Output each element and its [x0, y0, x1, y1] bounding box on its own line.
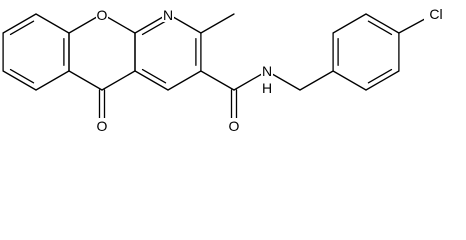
- bond: [365, 70, 400, 91]
- bond: [141, 68, 167, 84]
- atom-label: O: [229, 118, 240, 134]
- bond: [365, 13, 400, 34]
- atom-bg: [96, 6, 108, 22]
- atom-label: Cl: [429, 6, 442, 22]
- atom-bg: [228, 118, 240, 134]
- atom-bg: [424, 6, 444, 22]
- bond: [68, 70, 103, 91]
- bond: [2, 13, 37, 34]
- atom-label: N: [163, 7, 173, 23]
- bond: [200, 70, 235, 91]
- bond: [141, 20, 167, 36]
- bond: [101, 70, 136, 91]
- bond: [332, 13, 367, 34]
- bond: [134, 70, 169, 91]
- atom-label: N: [262, 63, 272, 79]
- atom-bg: [261, 63, 273, 79]
- bond: [167, 70, 202, 91]
- bond: [200, 13, 235, 34]
- atom-bg: [96, 118, 108, 134]
- bond: [35, 70, 70, 91]
- bond: [332, 70, 367, 91]
- atom-label: H: [262, 80, 272, 96]
- atom-label: O: [97, 7, 108, 23]
- page: {"structure": {"atoms": [ {"label": "O"}…: [2, 6, 444, 134]
- bond: [2, 70, 37, 91]
- bond: [9, 68, 35, 84]
- atom-label: O: [97, 118, 108, 134]
- atom-bg: [162, 6, 174, 22]
- bond: [367, 20, 393, 36]
- bond: [35, 13, 70, 34]
- bond: [9, 20, 35, 36]
- bond: [299, 70, 334, 91]
- bond: [367, 68, 393, 84]
- atom-bg: [261, 80, 273, 96]
